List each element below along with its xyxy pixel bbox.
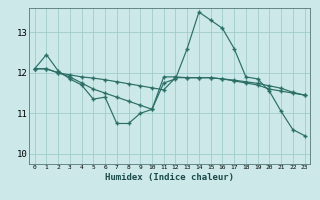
X-axis label: Humidex (Indice chaleur): Humidex (Indice chaleur): [105, 173, 234, 182]
